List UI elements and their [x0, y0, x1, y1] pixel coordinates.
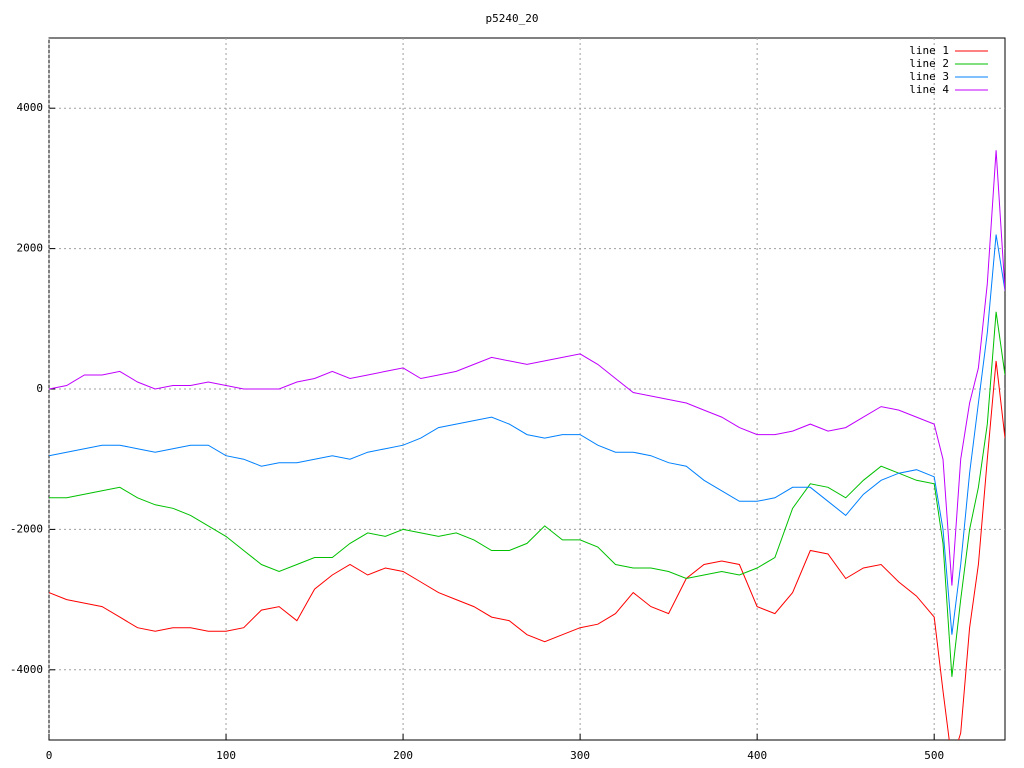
y-tick-label: 0: [36, 382, 43, 395]
x-tick-label: 500: [924, 749, 944, 762]
x-tick-label: 400: [747, 749, 767, 762]
x-tick-label: 300: [570, 749, 590, 762]
legend-label: line 4: [909, 83, 949, 96]
chart-title: p5240_20: [486, 12, 539, 25]
legend-label: line 3: [909, 70, 949, 83]
line-series: [49, 311, 1005, 677]
y-tick-label: -4000: [10, 663, 43, 676]
y-tick-label: 2000: [17, 242, 44, 255]
y-tick-label: -2000: [10, 522, 43, 535]
x-tick-label: 100: [216, 749, 236, 762]
y-tick-label: 4000: [17, 101, 44, 114]
line-series: [49, 150, 1005, 586]
legend-label: line 1: [909, 44, 949, 57]
line-series: [49, 360, 1005, 740]
legend-label: line 2: [909, 57, 949, 70]
line-series: [49, 234, 1005, 635]
x-tick-label: 0: [46, 749, 53, 762]
x-tick-label: 200: [393, 749, 413, 762]
